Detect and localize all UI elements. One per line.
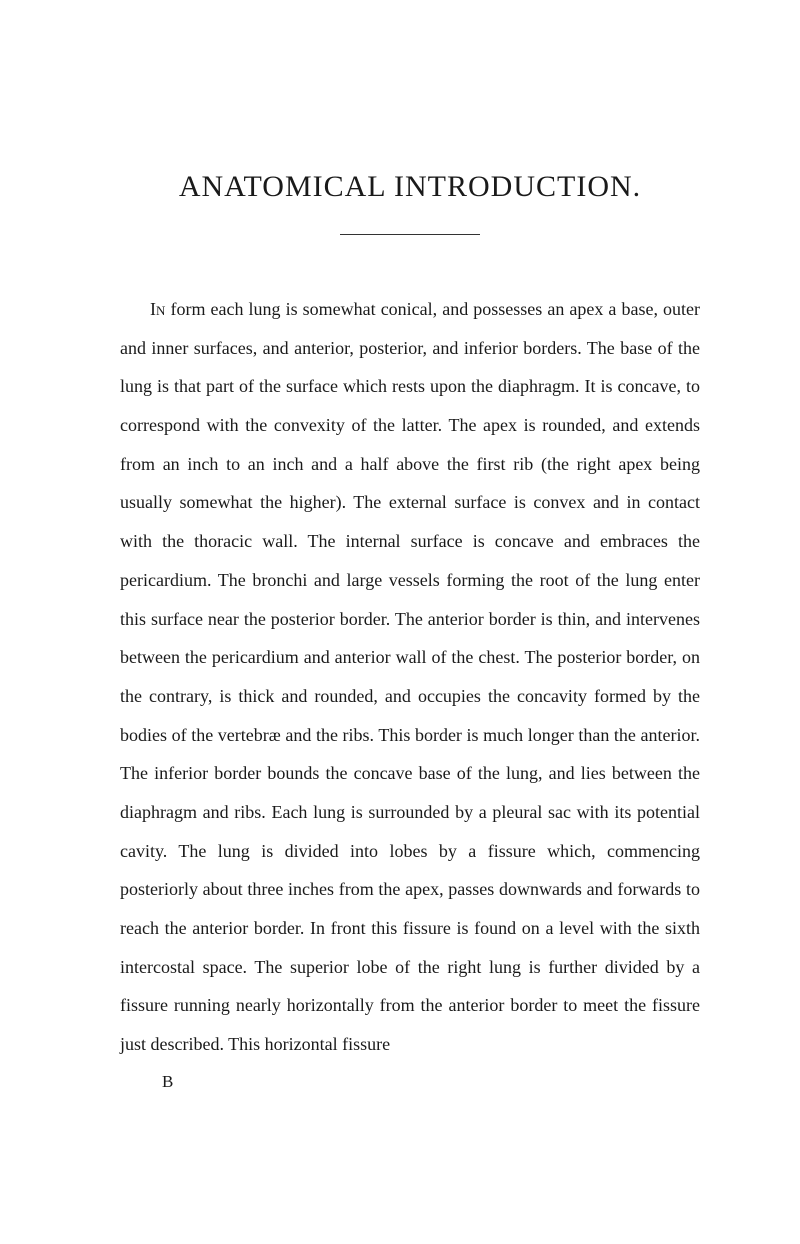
page-title: ANATOMICAL INTRODUCTION.	[120, 170, 700, 204]
signature-letter: B	[162, 1072, 700, 1092]
page-container: ANATOMICAL INTRODUCTION. In form each lu…	[0, 0, 800, 1152]
body-paragraph: In form each lung is somewhat conical, a…	[120, 290, 700, 1064]
title-separator	[340, 234, 480, 235]
body-content: form each lung is somewhat conical, and …	[120, 299, 700, 1054]
lead-word: In	[150, 299, 165, 319]
